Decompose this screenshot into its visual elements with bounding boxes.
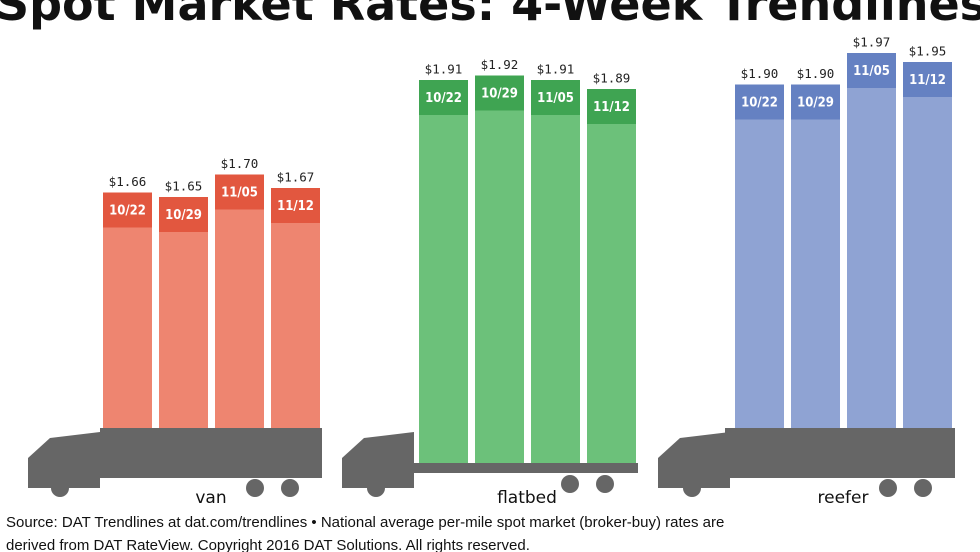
reefer-truck-icon xyxy=(658,428,955,497)
flatbed-truck-icon xyxy=(342,432,638,497)
value-label: $1.89 xyxy=(593,71,631,86)
value-label: $1.66 xyxy=(109,174,147,189)
bar xyxy=(735,84,784,428)
bar-header xyxy=(271,188,320,223)
bar xyxy=(215,174,264,428)
value-label: $1.97 xyxy=(853,35,891,50)
date-label: 10/22 xyxy=(425,91,462,106)
value-label: $1.90 xyxy=(741,66,779,81)
bar-header xyxy=(587,89,636,124)
group-label: flatbed xyxy=(497,488,557,508)
bar-header xyxy=(419,80,468,115)
bar-header xyxy=(215,174,264,210)
date-label: 11/05 xyxy=(221,186,258,201)
value-label: $1.91 xyxy=(425,62,463,77)
group-label: reefer xyxy=(818,488,869,508)
bar-header xyxy=(903,62,952,97)
bar-header xyxy=(791,84,840,120)
bar-header xyxy=(159,197,208,232)
bar xyxy=(475,75,524,463)
bar-header xyxy=(735,84,784,120)
bar xyxy=(847,53,896,428)
value-label: $1.95 xyxy=(909,44,947,59)
bar xyxy=(531,80,580,463)
bar xyxy=(271,188,320,428)
date-label: 10/29 xyxy=(481,87,518,102)
date-label: 11/12 xyxy=(593,100,630,115)
source-note: derived from DAT RateView. Copyright 201… xyxy=(6,537,530,552)
value-label: $1.91 xyxy=(537,62,575,77)
bar xyxy=(159,197,208,428)
bar xyxy=(903,62,952,428)
bar-header xyxy=(847,53,896,88)
group-label: van xyxy=(195,488,226,508)
bar xyxy=(103,192,152,428)
value-label: $1.67 xyxy=(277,170,315,185)
date-label: 10/29 xyxy=(165,208,202,223)
chart-title: Spot Market Rates: 4-Week Trendlines xyxy=(0,0,980,31)
date-label: 10/29 xyxy=(797,96,834,111)
source-note: Source: DAT Trendlines at dat.com/trendl… xyxy=(6,514,724,531)
value-label: $1.70 xyxy=(221,156,259,171)
value-label: $1.65 xyxy=(165,179,203,194)
date-label: 11/12 xyxy=(277,199,314,214)
bar-header xyxy=(531,80,580,115)
date-label: 11/05 xyxy=(537,91,574,106)
bar-header xyxy=(103,192,152,228)
value-label: $1.90 xyxy=(797,66,835,81)
date-label: 11/05 xyxy=(853,64,890,79)
bar xyxy=(419,80,468,463)
date-label: 10/22 xyxy=(741,96,778,111)
value-label: $1.92 xyxy=(481,57,519,72)
bar-header xyxy=(475,75,524,111)
date-label: 11/12 xyxy=(909,73,946,88)
date-label: 10/22 xyxy=(109,204,146,219)
bar xyxy=(791,84,840,428)
van-truck-icon xyxy=(28,428,322,497)
bar xyxy=(587,89,636,463)
